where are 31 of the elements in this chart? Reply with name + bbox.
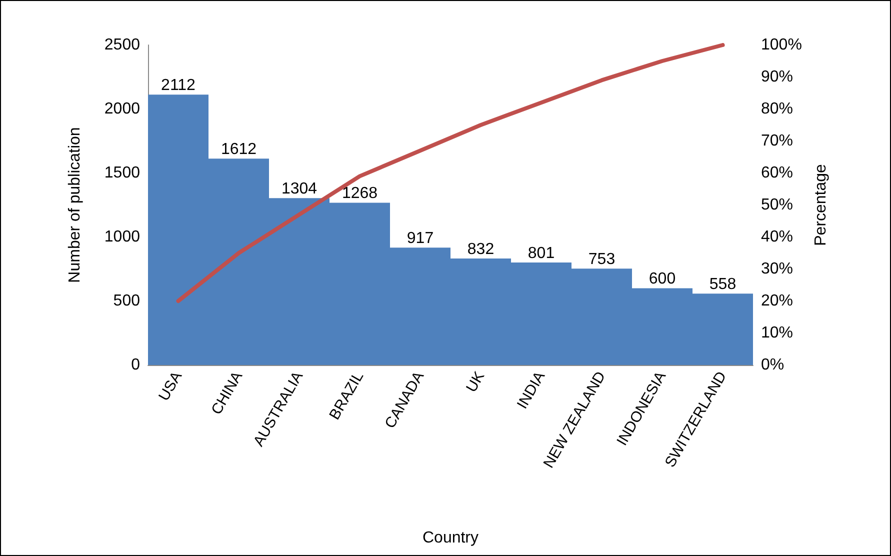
- data-label: 801: [528, 244, 555, 262]
- y2-tick-label: 70%: [761, 132, 794, 150]
- y2-tick-label: 50%: [761, 196, 794, 214]
- data-label: 1612: [220, 141, 257, 158]
- y-tick-label: 2500: [104, 36, 140, 54]
- y-tick-label: 1000: [104, 228, 140, 246]
- x-axis-title: Country: [422, 530, 479, 546]
- y2-tick-label: 20%: [761, 292, 794, 310]
- x-tick-label: UK: [462, 368, 488, 396]
- y-tick-label: 0: [131, 356, 140, 374]
- y-axis-title: Number of publication: [66, 127, 84, 283]
- data-label: 2112: [161, 77, 196, 94]
- y2-tick-label: 100%: [761, 36, 802, 54]
- y2-tick-label: 0%: [761, 356, 784, 374]
- data-label: 753: [588, 251, 616, 268]
- y2-tick-label: 90%: [761, 68, 794, 86]
- y-tick-label: 2000: [104, 100, 140, 118]
- data-label: 832: [467, 241, 494, 258]
- data-label: 600: [648, 270, 676, 288]
- y2-tick-label: 30%: [761, 260, 794, 278]
- y-tick-label: 1500: [104, 164, 140, 182]
- data-label: 917: [406, 230, 434, 248]
- data-label: 558: [709, 276, 736, 294]
- y2-tick-label: 80%: [761, 100, 794, 118]
- y2-tick-label: 40%: [761, 228, 794, 246]
- y2-tick-label: 10%: [761, 324, 794, 342]
- data-label: 1268: [342, 185, 378, 202]
- y2-axis-title: Percentage: [812, 164, 830, 246]
- data-label: 1304: [281, 180, 318, 198]
- y2-tick-label: 60%: [761, 164, 794, 182]
- y-tick-label: 500: [113, 292, 140, 310]
